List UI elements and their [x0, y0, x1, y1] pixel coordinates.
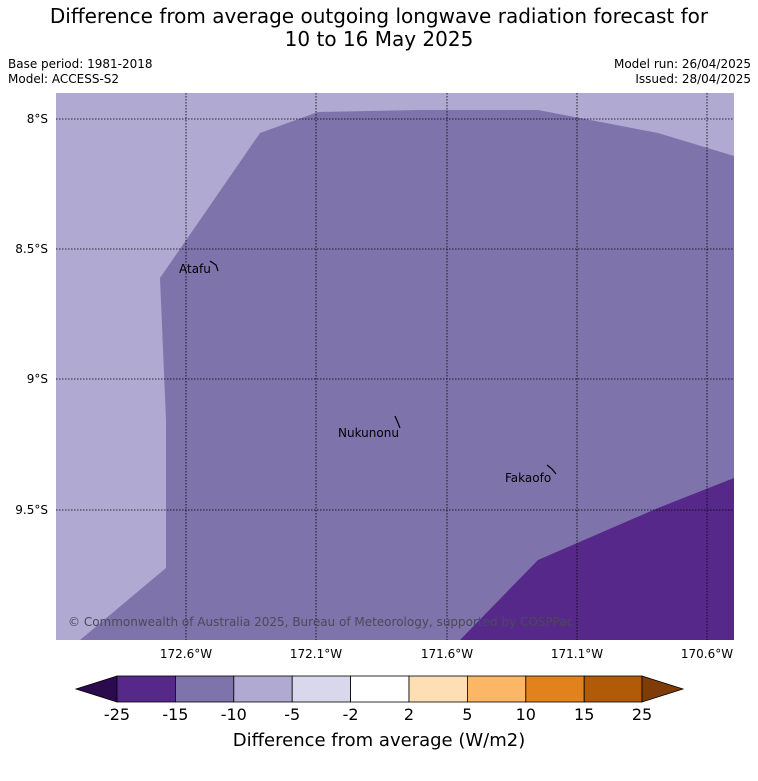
map-area: Atafu Nukunonu Fakaofo © Commonwealth of… — [56, 93, 734, 640]
base-period: Base period: 1981-2018 — [8, 57, 153, 71]
region-band-minus25-minus15 — [460, 478, 734, 640]
colorbar-tick-label: -5 — [284, 705, 300, 724]
colorbar-segment — [116, 675, 176, 703]
colorbar-tick-label: 5 — [462, 705, 472, 724]
lon-label: 172.6°W — [160, 647, 212, 661]
region-band-minus15-minus10 — [80, 110, 734, 640]
colorbar-tick-label: -10 — [221, 705, 247, 724]
island-outlines — [209, 260, 557, 475]
lon-label: 171.1°W — [551, 647, 603, 661]
colorbar-segment — [350, 675, 410, 703]
colorbar-tick-label: 15 — [574, 705, 594, 724]
lat-label: 9°S — [27, 372, 48, 386]
lon-axis-labels: 172.6°W 172.1°W 171.6°W 171.1°W 170.6°W — [160, 647, 733, 661]
issued-date: Issued: 28/04/2025 — [635, 72, 751, 86]
place-label-nukunonu: Nukunonu — [338, 426, 399, 440]
chart-title: Difference from average outgoing longwav… — [0, 5, 758, 51]
island-fakaofo — [546, 464, 557, 475]
colorbar-tick-label: -15 — [162, 705, 188, 724]
title-line-2: 10 to 16 May 2025 — [284, 27, 474, 51]
colorbar-segment — [174, 675, 235, 703]
colorbar-segment — [233, 675, 293, 703]
meta-left: Base period: 1981-2018 Model: ACCESS-S2 — [8, 57, 153, 87]
model-name: Model: ACCESS-S2 — [8, 72, 120, 86]
colorbar: -25 -15 -10 -5 -2 2 5 10 15 25 — [74, 675, 685, 724]
colorbar-segment — [466, 675, 527, 703]
colorbar-tick-label: 10 — [516, 705, 536, 724]
colorbar-title: Difference from average (W/m2) — [232, 730, 526, 751]
colorbar-tick-label: -25 — [104, 705, 130, 724]
meta-right: Model run: 26/04/2025 Issued: 28/04/2025 — [614, 57, 751, 87]
colorbar-tick-label: 2 — [404, 705, 414, 724]
lon-label: 171.6°W — [421, 647, 473, 661]
lon-label: 172.1°W — [290, 647, 342, 661]
colorbar-segment — [408, 675, 468, 703]
island-nukunonu — [394, 415, 401, 429]
copyright-notice: © Commonwealth of Australia 2025, Bureau… — [68, 615, 573, 629]
colorbar-extend-low — [74, 675, 118, 703]
gridlines — [56, 93, 734, 640]
place-label-atafu: Atafu — [179, 262, 211, 276]
lat-label: 8.5°S — [15, 242, 48, 256]
lon-label: 170.6°W — [681, 647, 733, 661]
lat-axis-labels: 8°S 8.5°S 9°S 9.5°S — [15, 112, 48, 517]
island-atafu — [209, 260, 219, 272]
colorbar-segment — [525, 675, 585, 703]
colorbar-segment — [583, 675, 643, 703]
lat-label: 8°S — [27, 112, 48, 126]
colorbar-segment — [291, 675, 352, 703]
place-label-fakaofo: Fakaofo — [505, 471, 551, 485]
title-line-1: Difference from average outgoing longwav… — [49, 4, 709, 28]
colorbar-extend-high — [641, 675, 685, 703]
colorbar-tick-label: 25 — [632, 705, 652, 724]
colorbar-tick-label: -2 — [343, 705, 359, 724]
lat-label: 9.5°S — [15, 503, 48, 517]
model-run: Model run: 26/04/2025 — [613, 57, 751, 71]
